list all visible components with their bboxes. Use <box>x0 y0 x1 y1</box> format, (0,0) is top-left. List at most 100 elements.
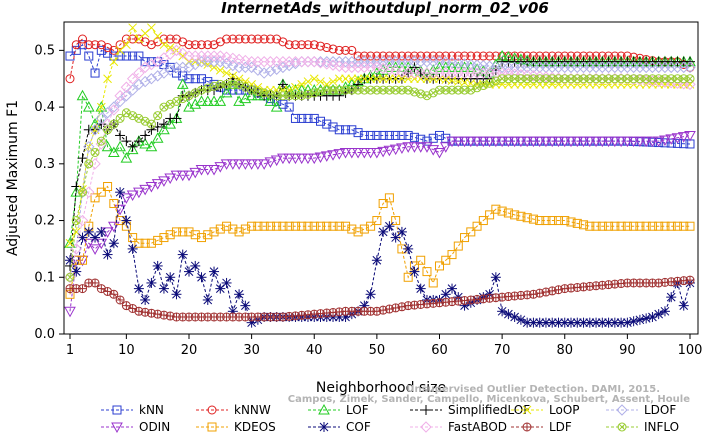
data-point-knn <box>309 113 319 123</box>
data-point-knnw <box>253 34 263 44</box>
data-point-knn <box>115 51 125 61</box>
data-point-kdeos <box>96 187 106 197</box>
data-point-fastabod <box>108 104 120 116</box>
data-point-odin <box>684 130 696 142</box>
legend-item-kdeos: KDEOS <box>196 420 276 434</box>
data-point-loop <box>222 68 231 78</box>
data-point-ldof <box>151 70 164 82</box>
data-point-ldof <box>145 73 158 85</box>
data-point-knnw <box>334 45 344 55</box>
data-point-inflo <box>284 91 294 101</box>
data-point-cof <box>409 266 420 277</box>
data-point-odin <box>558 136 571 148</box>
legend-item-odin: ODIN <box>101 420 170 434</box>
data-point-kdeos <box>265 221 275 231</box>
data-point-knnw <box>428 51 438 61</box>
data-point-kdeos <box>259 221 269 231</box>
data-point-knn <box>403 130 413 140</box>
data-point-fastabod <box>239 54 252 67</box>
data-point-odin <box>364 147 377 159</box>
data-point-ldof <box>108 101 120 113</box>
data-point-knnw <box>178 37 188 47</box>
data-point-inflo <box>566 74 576 84</box>
data-point-loop <box>153 31 163 41</box>
data-point-odin <box>176 170 189 182</box>
data-point-kdeos <box>322 221 332 231</box>
data-point-knnw <box>378 51 388 61</box>
data-point-odin <box>464 136 477 148</box>
x-tick-label: 90 <box>619 343 636 358</box>
legend-label-ldf: LDF <box>549 420 572 434</box>
data-point-inflo <box>366 85 376 95</box>
data-point-inflo <box>516 74 526 84</box>
legend-marker-cof <box>319 422 329 432</box>
data-point-cof <box>659 306 670 317</box>
legend-marker-kdeos <box>207 422 217 432</box>
data-point-odin <box>320 151 333 162</box>
data-point-cof <box>121 215 132 226</box>
data-point-odin <box>352 147 364 159</box>
data-point-loop <box>96 102 106 112</box>
data-point-kdeos <box>203 230 213 240</box>
y-tick-label: 0.0 <box>34 327 55 342</box>
data-point-cof <box>415 283 426 294</box>
legend-item-inflo: INFLO <box>606 420 679 434</box>
data-point-cof <box>115 187 126 198</box>
data-point-kdeos <box>384 193 394 203</box>
data-point-ldof <box>227 59 239 72</box>
legend-marker-knn <box>112 405 122 415</box>
data-point-lof <box>214 95 227 106</box>
data-point-knn <box>65 51 75 61</box>
data-point-fastabod <box>89 158 101 170</box>
data-point-simplifiedlof <box>77 153 88 164</box>
data-point-inflo <box>547 74 557 84</box>
data-point-odin <box>490 136 502 148</box>
data-point-knn <box>103 48 113 58</box>
data-point-cof <box>190 260 201 271</box>
x-tick-label: 1 <box>66 343 74 358</box>
data-point-kdeos <box>253 221 263 231</box>
data-point-loop <box>309 74 319 84</box>
data-point-fastabod <box>95 138 108 150</box>
data-point-ldf <box>128 303 138 313</box>
data-point-knnw <box>403 51 413 61</box>
data-point-inflo <box>503 74 513 84</box>
data-point-knnw <box>184 40 194 50</box>
data-point-cof <box>403 243 414 254</box>
data-point-knn <box>384 130 394 140</box>
data-point-knn <box>359 130 369 140</box>
data-point-inflo <box>228 79 238 89</box>
data-point-odin <box>408 142 421 153</box>
data-point-lof <box>126 143 139 155</box>
data-point-fastabod <box>126 73 139 85</box>
plot-frame <box>63 21 699 335</box>
legend-marker-knnw <box>207 405 217 415</box>
data-point-simplifiedlof <box>490 65 501 76</box>
data-point-odin <box>508 136 521 148</box>
data-point-inflo <box>579 74 589 84</box>
data-point-knn <box>190 74 200 84</box>
data-point-knn <box>434 130 444 140</box>
data-point-kdeos <box>378 199 388 209</box>
data-point-knn <box>159 60 169 70</box>
legend-item-cof: COF <box>308 420 371 434</box>
data-point-fastabod <box>233 53 245 66</box>
data-point-loop <box>159 40 169 50</box>
data-point-fastabod <box>114 90 126 102</box>
data-point-lof <box>220 86 233 98</box>
data-point-fastabod <box>214 50 227 62</box>
data-point-lof <box>151 132 164 143</box>
data-point-ldof <box>158 67 170 79</box>
data-point-lof <box>95 101 108 112</box>
data-point-ldof <box>684 61 696 74</box>
data-point-lof <box>208 95 220 106</box>
legend-marker-simplifiedlof <box>421 405 431 415</box>
data-point-kdeos <box>441 255 451 265</box>
data-point-odin <box>107 221 120 233</box>
data-point-knn <box>409 132 419 142</box>
data-point-kdeos <box>616 221 626 231</box>
legend-label-loop: LoOP <box>549 403 580 417</box>
series-kdeos <box>65 182 695 299</box>
data-point-kdeos <box>535 216 545 226</box>
data-point-kdeos <box>485 210 495 220</box>
